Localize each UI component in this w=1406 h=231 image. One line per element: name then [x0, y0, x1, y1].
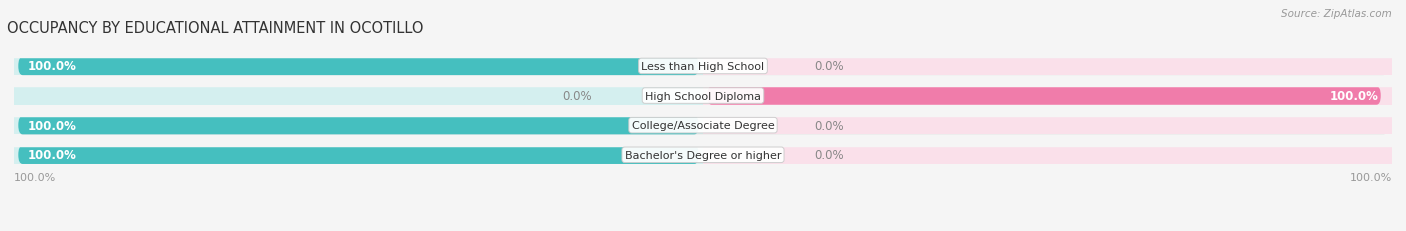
Bar [14, 87, 703, 105]
Text: 100.0%: 100.0% [14, 172, 56, 182]
Text: 0.0%: 0.0% [814, 60, 844, 73]
Text: College/Associate Degree: College/Associate Degree [631, 121, 775, 131]
FancyBboxPatch shape [18, 116, 1388, 135]
FancyBboxPatch shape [18, 58, 699, 76]
Text: Source: ZipAtlas.com: Source: ZipAtlas.com [1281, 9, 1392, 19]
Text: High School Diploma: High School Diploma [645, 91, 761, 101]
FancyBboxPatch shape [18, 87, 1388, 105]
Text: Bachelor's Degree or higher: Bachelor's Degree or higher [624, 150, 782, 160]
Bar [14, 58, 703, 76]
FancyBboxPatch shape [18, 116, 699, 135]
Text: OCCUPANCY BY EDUCATIONAL ATTAINMENT IN OCOTILLO: OCCUPANCY BY EDUCATIONAL ATTAINMENT IN O… [7, 21, 423, 36]
Text: Less than High School: Less than High School [641, 62, 765, 72]
Bar [14, 146, 703, 164]
Bar [703, 146, 1392, 164]
Text: 0.0%: 0.0% [562, 90, 592, 103]
Bar [703, 58, 1392, 76]
Text: 100.0%: 100.0% [1329, 90, 1378, 103]
FancyBboxPatch shape [707, 87, 1381, 105]
Text: 100.0%: 100.0% [1350, 172, 1392, 182]
Bar [14, 116, 703, 135]
FancyBboxPatch shape [18, 146, 1388, 164]
Text: 100.0%: 100.0% [28, 60, 77, 73]
Text: 0.0%: 0.0% [814, 149, 844, 162]
Text: 100.0%: 100.0% [28, 149, 77, 162]
FancyBboxPatch shape [18, 146, 699, 164]
Text: 100.0%: 100.0% [28, 119, 77, 132]
FancyBboxPatch shape [18, 58, 1388, 76]
FancyBboxPatch shape [18, 87, 1388, 105]
FancyBboxPatch shape [18, 116, 1388, 135]
Bar [703, 116, 1392, 135]
FancyBboxPatch shape [18, 58, 1388, 76]
FancyBboxPatch shape [18, 146, 1388, 164]
Text: 0.0%: 0.0% [814, 119, 844, 132]
Bar [703, 87, 1392, 105]
